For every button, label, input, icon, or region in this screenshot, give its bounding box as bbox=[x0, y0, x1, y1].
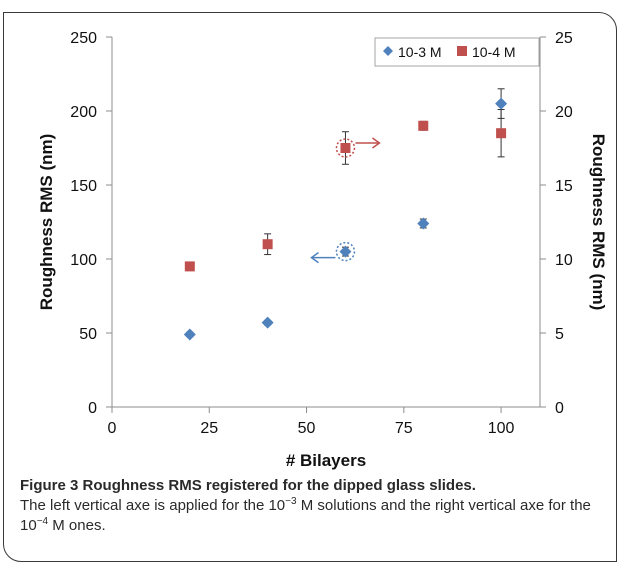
x-tick-label: 50 bbox=[298, 420, 316, 437]
annotations bbox=[310, 137, 381, 264]
arrow-head bbox=[310, 251, 319, 264]
figure-frame bbox=[3, 12, 617, 562]
data-point-10-3M bbox=[261, 316, 274, 329]
highlight-circle bbox=[335, 241, 356, 262]
x-tick-label: 75 bbox=[395, 420, 413, 437]
caption-figure-label: Figure 3 bbox=[20, 477, 79, 494]
x-tick-label: 25 bbox=[200, 420, 218, 437]
caption-text-2: M solutions and the right vertical axe f… bbox=[20, 497, 591, 534]
data-point-10-4M bbox=[340, 143, 351, 153]
left-tick-label: 50 bbox=[79, 326, 97, 343]
right-tick-label: 25 bbox=[555, 30, 573, 47]
legend: 10-3 M 10-4 M bbox=[374, 37, 540, 67]
y2-axis-label: Roughness RMS (nm) bbox=[589, 134, 608, 311]
right-tick-label: 5 bbox=[555, 326, 564, 343]
left-tick-label: 250 bbox=[70, 30, 97, 47]
caption-text-3: M ones. bbox=[48, 517, 106, 534]
left-tick-label: 150 bbox=[70, 178, 97, 195]
data-point-10-3M bbox=[417, 217, 430, 230]
left-tick-label: 200 bbox=[70, 104, 97, 121]
right-axis-ticks: 0 5 10 15 20 25 bbox=[540, 30, 573, 417]
caption-sup-1: −3 bbox=[285, 496, 297, 507]
x-axis-ticks: 0 25 50 75 100 bbox=[108, 407, 515, 437]
data-point-10-4M bbox=[262, 239, 273, 250]
legend-marker-10-4M bbox=[457, 46, 467, 56]
caption-text-1: The left vertical axe is applied for the… bbox=[20, 497, 286, 514]
figure-caption: Figure 3 Roughness RMS registered for th… bbox=[20, 476, 610, 536]
right-tick-label: 10 bbox=[555, 252, 573, 269]
x-tick-label: 100 bbox=[488, 420, 515, 437]
arrow-head bbox=[372, 137, 381, 149]
left-tick-label: 0 bbox=[88, 400, 97, 417]
right-tick-label: 0 bbox=[555, 400, 564, 417]
left-tick-label: 100 bbox=[70, 252, 97, 269]
data-point-10-4M bbox=[418, 120, 429, 131]
right-tick-label: 15 bbox=[555, 178, 573, 195]
right-tick-label: 20 bbox=[555, 104, 573, 121]
caption-sup-2: −4 bbox=[36, 516, 49, 527]
y-axis-label: Roughness RMS (nm) bbox=[37, 134, 56, 311]
legend-marker-10-3M bbox=[383, 46, 393, 56]
data-point-10-4M bbox=[496, 128, 507, 139]
data-points bbox=[183, 97, 508, 341]
highlight-circle bbox=[335, 138, 356, 158]
legend-label-10-3M: 10-3 M bbox=[398, 44, 442, 60]
data-point-10-4M bbox=[184, 261, 195, 272]
data-point-10-3M bbox=[495, 97, 508, 110]
x-tick-label: 0 bbox=[108, 420, 117, 437]
caption-title: Roughness RMS registered for the dipped … bbox=[82, 477, 476, 494]
legend-label-10-4M: 10-4 M bbox=[472, 44, 516, 60]
x-axis-label: # Bilayers bbox=[286, 451, 366, 470]
axes bbox=[111, 37, 541, 408]
left-axis-ticks: 0 50 100 150 200 250 bbox=[70, 30, 112, 417]
data-point-10-3M bbox=[339, 245, 352, 258]
chart-area: 0 50 100 150 200 250 0 5 10 15 20 25 0 25 50 75 100 Ro… bbox=[37, 30, 608, 470]
error-bars bbox=[186, 88, 505, 338]
data-point-10-3M bbox=[183, 328, 196, 341]
